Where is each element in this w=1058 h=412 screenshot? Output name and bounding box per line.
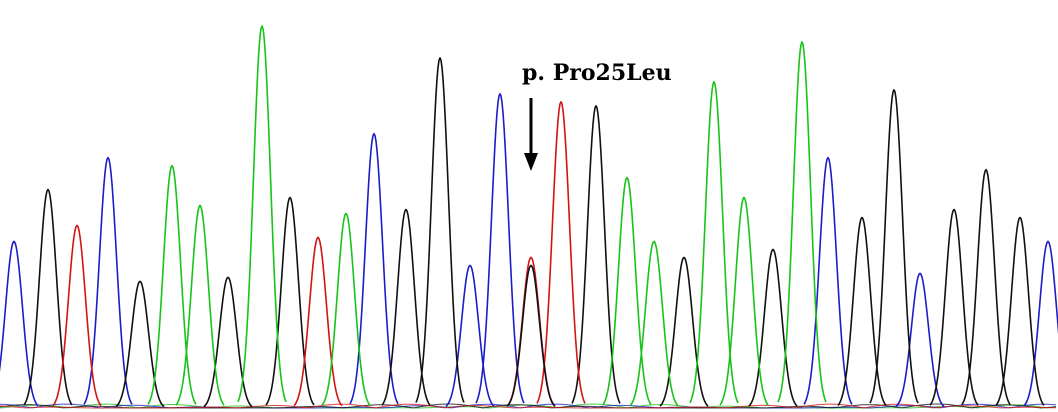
annotation-layer xyxy=(524,98,538,171)
mutation-label: p. Pro25Leu xyxy=(522,60,672,86)
baseline-T xyxy=(0,403,1057,409)
peak-A xyxy=(777,41,827,403)
baseline-noise xyxy=(0,403,1057,409)
peak-C xyxy=(475,93,525,404)
peak-G xyxy=(265,196,315,406)
peak-G xyxy=(869,89,919,404)
peak-C xyxy=(803,156,853,405)
peak-A xyxy=(689,81,739,404)
trace-layer xyxy=(0,25,1058,408)
peak-G xyxy=(415,57,465,403)
peak-A xyxy=(237,25,287,403)
peak-A xyxy=(147,164,197,405)
peak-G xyxy=(995,216,1045,406)
peak-G xyxy=(115,280,165,408)
peak-A xyxy=(321,212,371,406)
peak-C xyxy=(445,264,495,407)
peak-C xyxy=(0,240,39,407)
peak-G xyxy=(23,188,73,406)
peak-A xyxy=(719,196,769,406)
peak-G xyxy=(381,208,431,406)
peak-G xyxy=(837,216,887,406)
peak-A xyxy=(175,204,225,406)
peak-G xyxy=(748,248,798,407)
mutation-arrow-head xyxy=(524,153,538,171)
peak-T xyxy=(293,236,343,407)
peak-A xyxy=(602,176,652,406)
peak-C xyxy=(349,132,399,405)
peak-G xyxy=(961,168,1011,405)
peak-A xyxy=(629,240,679,407)
peak-G xyxy=(203,276,253,408)
peak-T xyxy=(536,101,586,404)
peak-T xyxy=(52,224,102,407)
peak-C xyxy=(1023,240,1058,407)
peak-G xyxy=(929,208,979,406)
peak-G xyxy=(506,264,556,407)
peak-G xyxy=(659,256,709,407)
